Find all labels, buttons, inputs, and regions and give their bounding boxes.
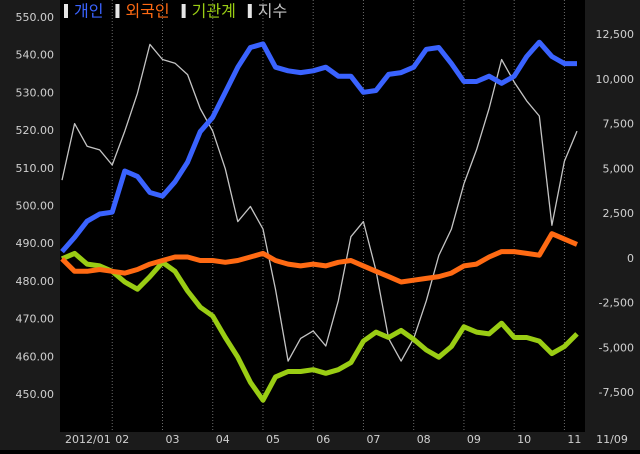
y2-tick-label: 12,500: [596, 28, 635, 41]
series-line: [60, 231, 578, 285]
x-tick-label: 09: [467, 433, 481, 446]
x-tick-label: 07: [366, 433, 380, 446]
series-line: [61, 43, 578, 362]
y2-tick-label: 5,000: [603, 162, 635, 175]
legend-marker: [181, 4, 186, 18]
y2-tick-label: 2,500: [603, 207, 635, 220]
y2-tick-label: -7,500: [599, 386, 634, 399]
y2-tick-label: 0: [627, 252, 634, 265]
x-tick-label: 02: [115, 433, 129, 446]
y-tick-label: 520.00: [16, 124, 55, 137]
y-tick-label: 480.00: [16, 275, 55, 288]
x-tick-label: 04: [216, 433, 230, 446]
y2-tick-label: -2,500: [599, 297, 634, 310]
plot-area: [60, 0, 585, 432]
legend-label: 지수: [258, 2, 287, 21]
x-tick-label: 03: [165, 433, 179, 446]
y-tick-label: 500.00: [16, 200, 55, 213]
x-tick-label: 10: [517, 433, 531, 446]
x-tick-label: 05: [266, 433, 280, 446]
x-tick-label: 06: [316, 433, 330, 446]
y-tick-label: 470.00: [16, 313, 55, 326]
y-tick-label: 460.00: [16, 350, 55, 363]
legend-marker: [64, 4, 68, 18]
legend-marker: [247, 4, 252, 18]
legend-label: 개인: [74, 2, 103, 21]
y-tick-label: 550.00: [16, 11, 55, 24]
series-line: [60, 39, 577, 254]
y-tick-label: 530.00: [16, 86, 55, 99]
x-tick-label: 08: [417, 433, 431, 446]
legend-marker: [115, 4, 120, 18]
date-label: 11/09: [596, 433, 628, 446]
y2-tick-label: 7,500: [603, 118, 635, 131]
y2-tick-label: -5,000: [599, 341, 634, 354]
legend-label: 기관계: [192, 2, 236, 21]
series-line: [61, 250, 579, 403]
y-tick-label: 510.00: [16, 162, 55, 175]
y-tick-label: 490.00: [16, 237, 55, 250]
y-tick-label: 450.00: [16, 388, 55, 401]
legend-label: 외국인: [125, 2, 169, 21]
x-tick-label: 11: [567, 433, 581, 446]
y-tick-label: 540.00: [16, 49, 55, 62]
y2-tick-label: 10,000: [596, 73, 635, 86]
x-tick-label: 2012/01: [65, 433, 111, 446]
